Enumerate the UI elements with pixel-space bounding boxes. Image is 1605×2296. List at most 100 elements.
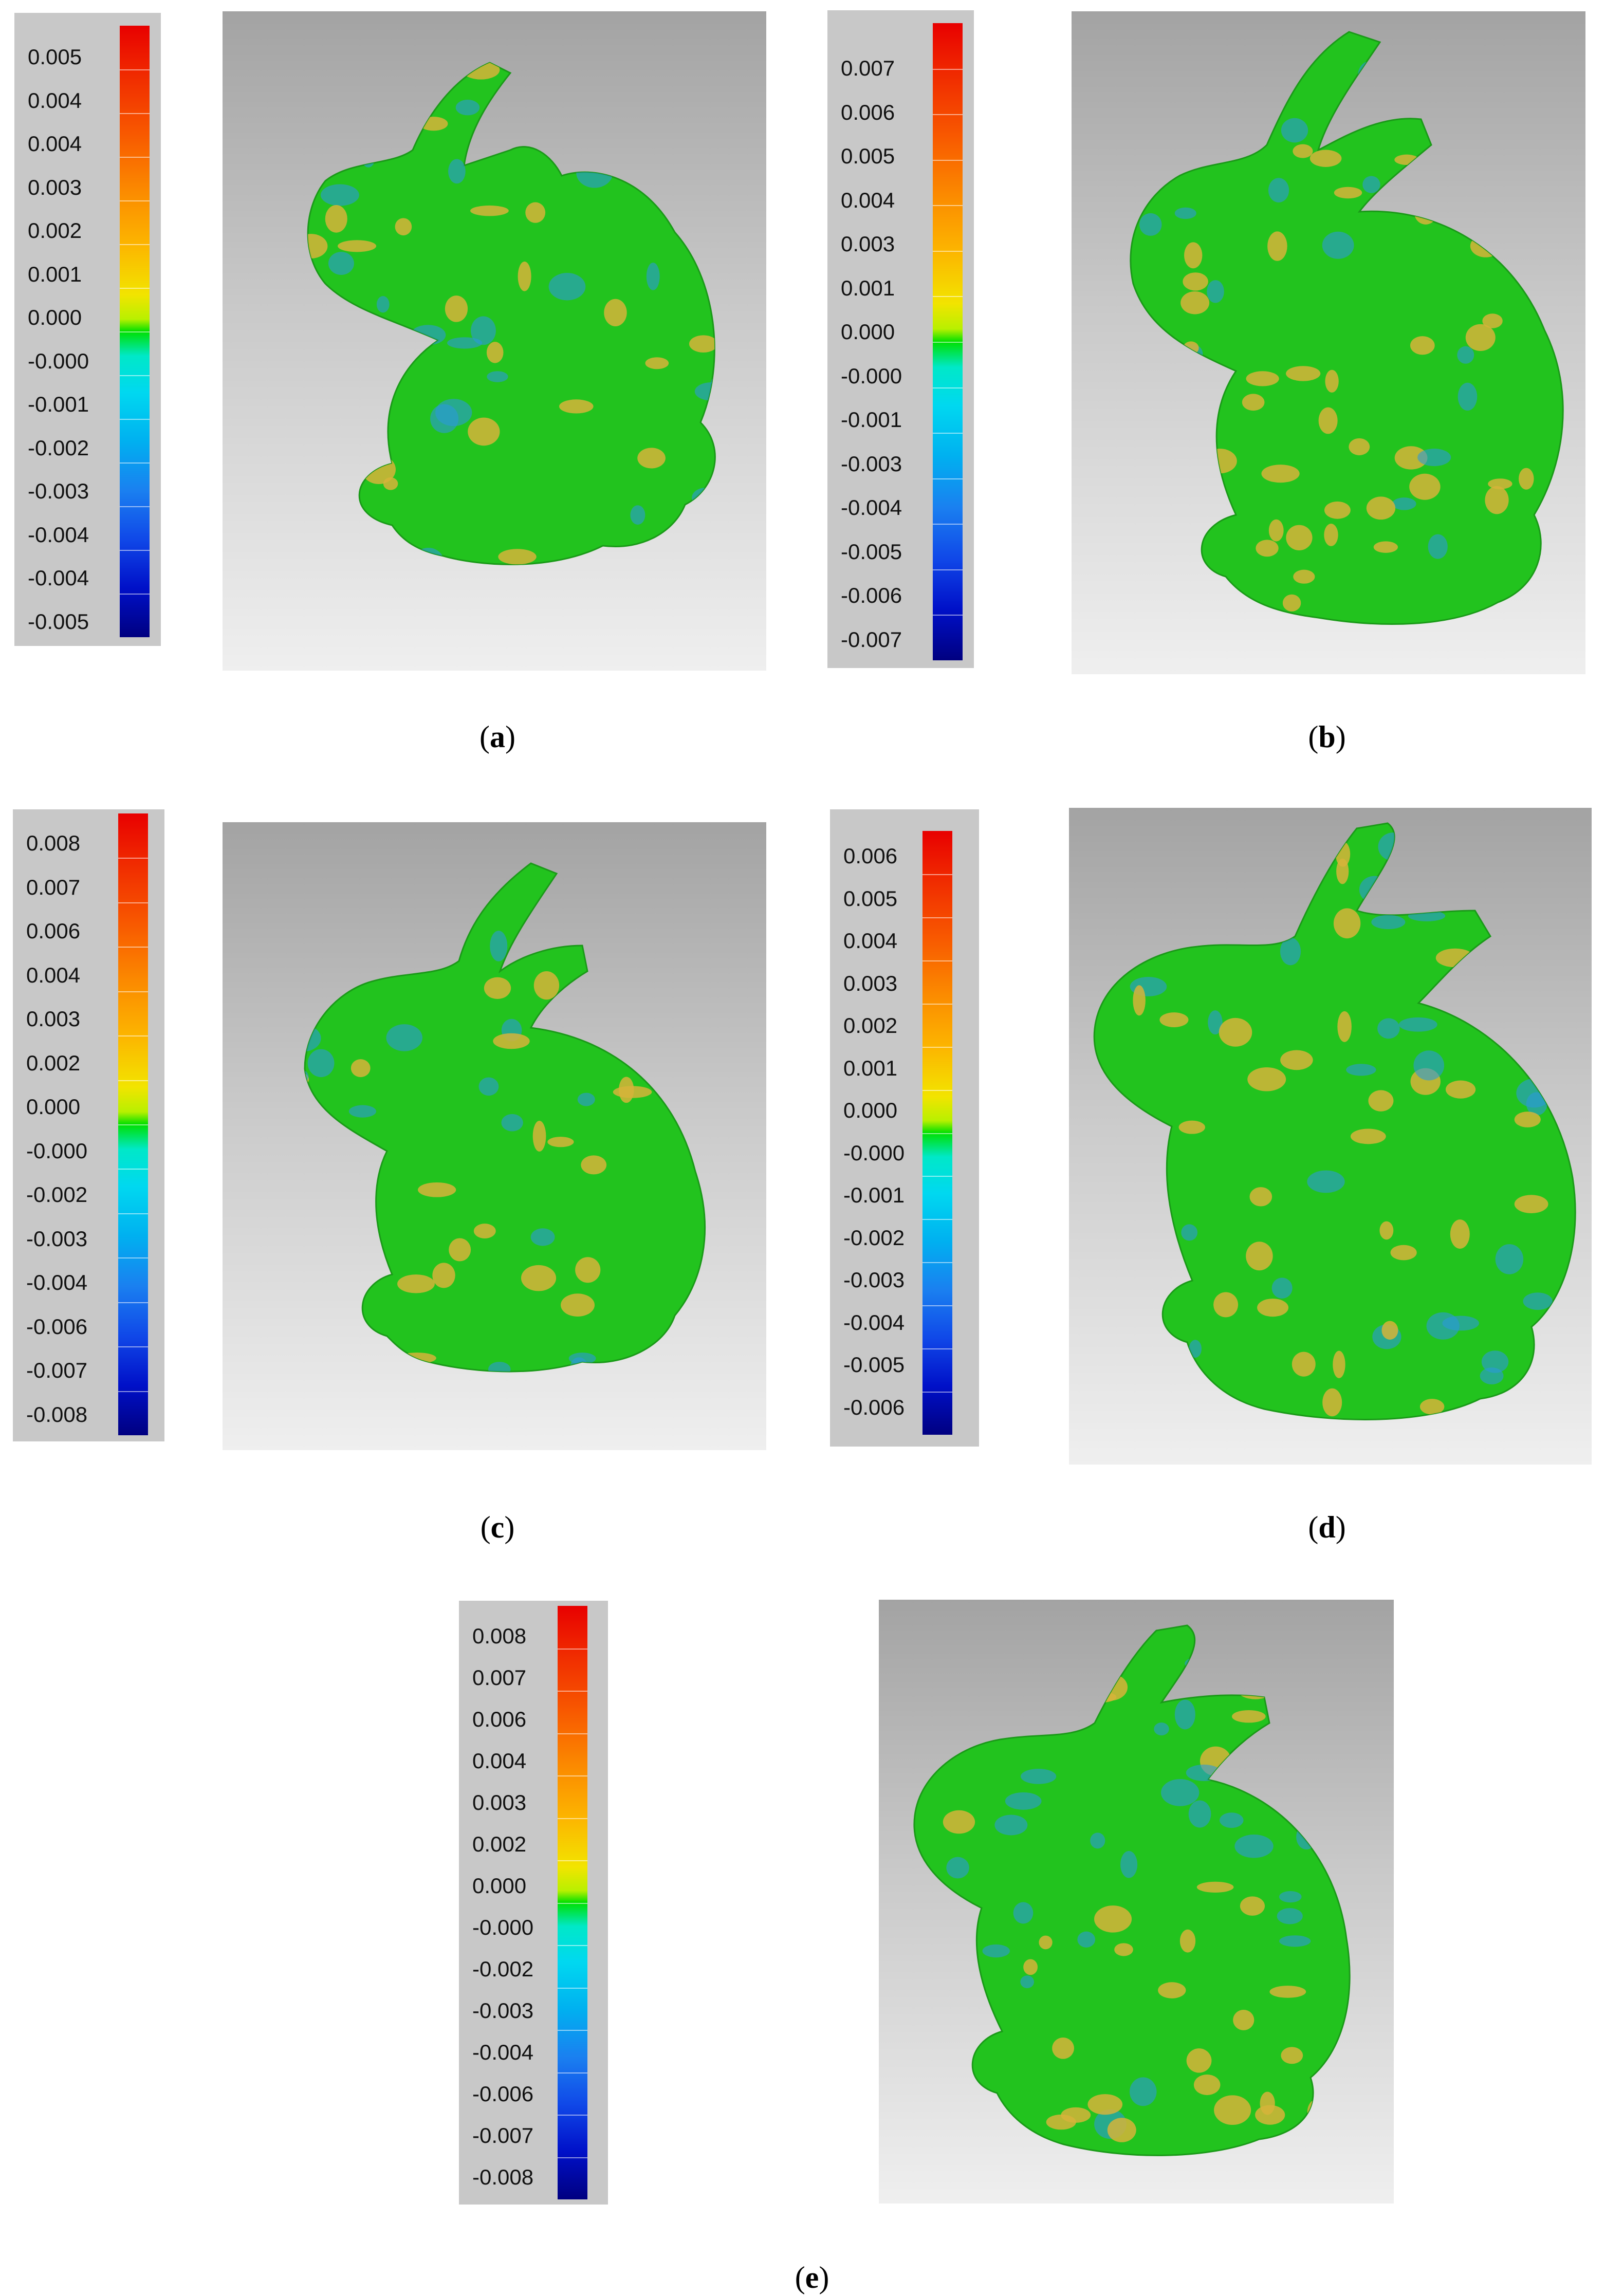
color-scale-separator bbox=[118, 1391, 148, 1392]
positive-deviation-spot bbox=[1149, 854, 1166, 875]
color-scale-separator bbox=[933, 250, 963, 252]
tick-label: 0.003 bbox=[28, 175, 82, 199]
positive-deviation-spot bbox=[484, 977, 511, 999]
negative-deviation-spot bbox=[455, 100, 480, 116]
tick-label: -0.003 bbox=[28, 479, 89, 503]
negative-deviation-spot bbox=[1148, 1225, 1177, 1254]
negative-deviation-spot bbox=[1234, 1834, 1274, 1858]
positive-deviation-spot bbox=[261, 1375, 297, 1397]
negative-deviation-spot bbox=[1346, 2152, 1350, 2156]
positive-deviation-spot bbox=[1242, 394, 1265, 411]
tick-label: -0.007 bbox=[26, 1358, 88, 1382]
negative-deviation-spot bbox=[548, 273, 586, 301]
positive-deviation-spot bbox=[575, 1257, 601, 1283]
positive-deviation-spot bbox=[1213, 1292, 1239, 1318]
tick-label: 0.001 bbox=[841, 275, 895, 300]
negative-deviation-spot bbox=[1150, 598, 1184, 624]
negative-deviation-spot bbox=[395, 555, 425, 565]
negative-deviation-spot bbox=[1198, 827, 1229, 858]
positive-deviation-spot bbox=[498, 549, 537, 565]
positive-deviation-spot bbox=[1180, 291, 1210, 314]
positive-deviation-spot bbox=[673, 1339, 694, 1365]
positive-deviation-spot bbox=[1350, 2152, 1373, 2167]
positive-deviation-spot bbox=[681, 581, 695, 599]
positive-deviation-spot bbox=[468, 417, 500, 446]
positive-deviation-spot bbox=[1435, 948, 1474, 968]
color-scale-legend-a: 0.005 0.004 0.004 0.003 0.002 0.001 0.000 -0.00… bbox=[14, 13, 161, 646]
tick-label: 0.004 bbox=[26, 962, 81, 987]
positive-deviation-spot bbox=[430, 604, 461, 622]
positive-deviation-spot bbox=[1325, 369, 1339, 393]
negative-deviation-spot bbox=[1186, 1764, 1222, 1782]
negative-deviation-spot bbox=[305, 895, 313, 912]
positive-deviation-spot bbox=[1094, 1905, 1132, 1933]
positive-deviation-spot bbox=[664, 1371, 702, 1372]
tick-label: -0.007 bbox=[472, 2123, 534, 2147]
positive-deviation-spot bbox=[1135, 473, 1153, 497]
tick-label: -0.000 bbox=[26, 1138, 88, 1163]
mesh-view-b bbox=[1072, 11, 1585, 674]
positive-deviation-spot bbox=[698, 501, 715, 528]
positive-deviation-spot bbox=[436, 63, 453, 72]
positive-deviation-spot bbox=[395, 218, 412, 236]
tick-label: 0.001 bbox=[28, 262, 82, 286]
color-scale-separator bbox=[923, 1046, 952, 1048]
positive-deviation-spot bbox=[1390, 1245, 1417, 1261]
positive-deviation-spot bbox=[1434, 136, 1450, 150]
positive-deviation-spot bbox=[559, 399, 594, 414]
tick-label: -0.005 bbox=[841, 539, 902, 564]
negative-deviation-spot bbox=[516, 579, 535, 595]
negative-deviation-spot bbox=[1240, 1637, 1255, 1664]
positive-deviation-spot bbox=[1257, 1299, 1289, 1317]
color-scale-separator bbox=[933, 68, 963, 70]
color-scale-separator bbox=[923, 1305, 952, 1307]
tick-label: -0.001 bbox=[28, 392, 89, 416]
tick-label: 0.001 bbox=[843, 1056, 898, 1080]
tick-label: -0.000 bbox=[472, 1915, 534, 1939]
tick-label: 0.005 bbox=[841, 144, 895, 168]
color-scale-separator bbox=[933, 296, 963, 298]
positive-deviation-spot bbox=[321, 592, 344, 606]
tick-label: 0.007 bbox=[472, 1665, 527, 1690]
positive-deviation-spot bbox=[637, 448, 666, 469]
tick-label: -0.004 bbox=[28, 522, 89, 547]
positive-deviation-spot bbox=[1060, 1704, 1091, 1719]
tick-label: 0.006 bbox=[26, 919, 81, 943]
tick-label: -0.001 bbox=[843, 1183, 905, 1207]
negative-deviation-spot bbox=[635, 1032, 669, 1062]
color-scale-separator bbox=[923, 1392, 952, 1393]
positive-deviation-spot bbox=[1130, 167, 1151, 188]
negative-deviation-spot bbox=[448, 159, 466, 184]
caption-e: (e) bbox=[795, 2261, 829, 2294]
positive-deviation-spot bbox=[1214, 2095, 1251, 2125]
positive-deviation-spot bbox=[1247, 1067, 1286, 1091]
positive-deviation-spot bbox=[1470, 234, 1501, 257]
positive-deviation-spot bbox=[1269, 1986, 1306, 1998]
tick-label: -0.004 bbox=[843, 1310, 905, 1335]
negative-deviation-spot bbox=[334, 1175, 369, 1188]
tick-label: 0.003 bbox=[26, 1007, 81, 1031]
positive-deviation-spot bbox=[710, 966, 732, 993]
negative-deviation-spot bbox=[1204, 1396, 1220, 1407]
tick-label: -0.006 bbox=[26, 1314, 88, 1339]
positive-deviation-spot bbox=[1196, 1881, 1234, 1893]
negative-deviation-spot bbox=[1279, 1935, 1311, 1947]
negative-deviation-spot bbox=[708, 1044, 730, 1058]
positive-deviation-spot bbox=[1267, 231, 1287, 261]
bunny-mesh-b bbox=[1130, 31, 1564, 625]
tick-label: 0.005 bbox=[28, 45, 82, 69]
positive-deviation-spot bbox=[1499, 169, 1517, 185]
positive-deviation-spot bbox=[473, 1224, 496, 1238]
negative-deviation-spot bbox=[1220, 1812, 1244, 1828]
positive-deviation-spot bbox=[1286, 525, 1313, 551]
mesh-view-a bbox=[223, 11, 766, 671]
negative-deviation-spot bbox=[501, 1114, 523, 1132]
color-scale-separator bbox=[558, 1648, 587, 1650]
negative-deviation-spot bbox=[1139, 213, 1162, 236]
negative-deviation-spot bbox=[362, 151, 375, 168]
positive-deviation-spot bbox=[1281, 2047, 1303, 2064]
negative-deviation-spot bbox=[1135, 1149, 1153, 1173]
mesh-view-e bbox=[879, 1600, 1394, 2204]
color-scale-separator bbox=[118, 858, 148, 859]
color-scale-separator bbox=[558, 1691, 587, 1692]
